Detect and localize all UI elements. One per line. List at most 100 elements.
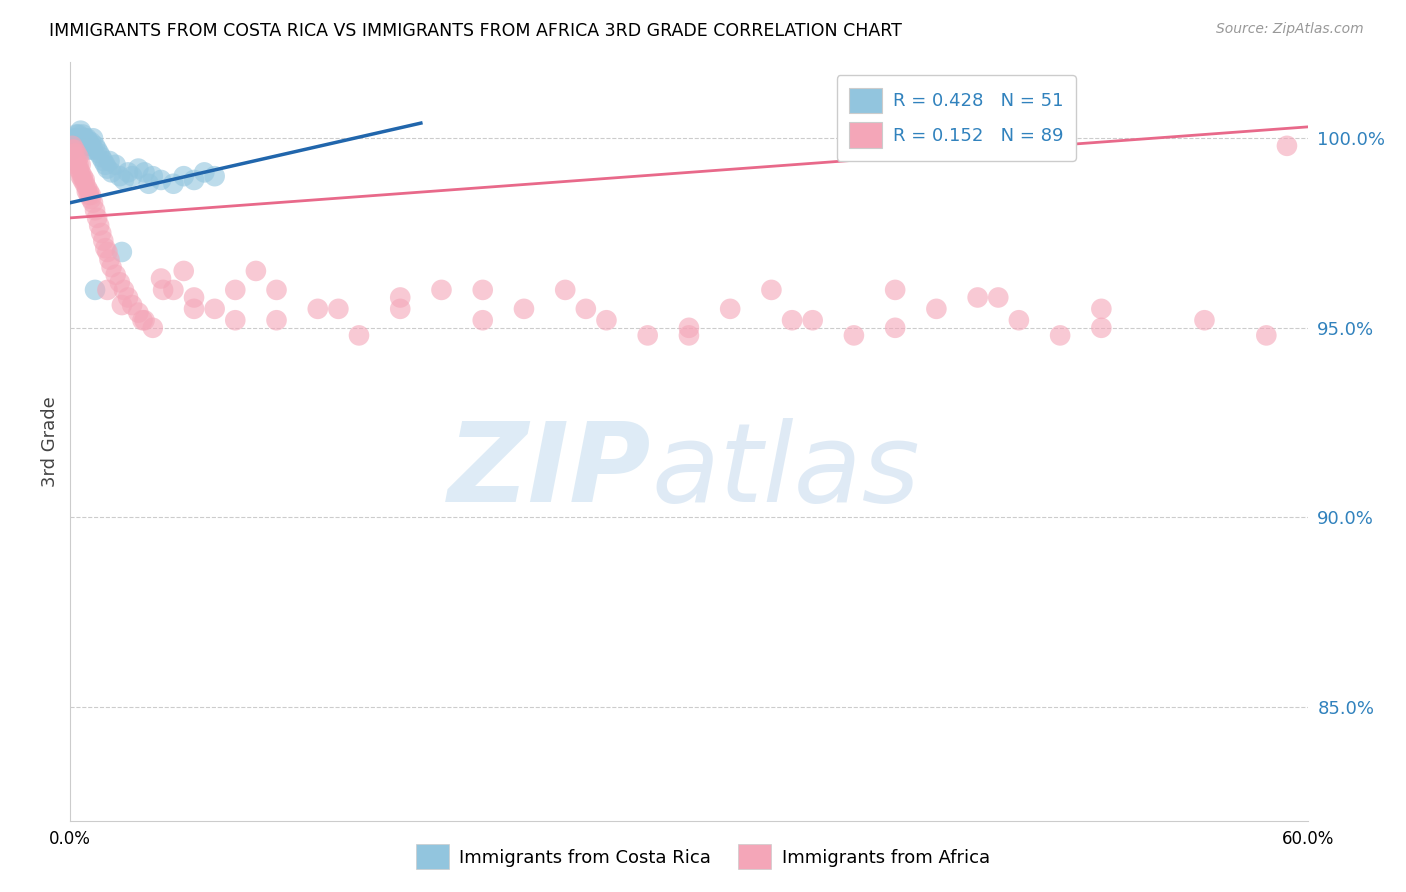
Point: [60, 143, 83, 157]
Point: [91, 234, 114, 248]
Point: [183, 301, 205, 316]
Point: [96, 161, 118, 176]
Point: [90, 150, 112, 164]
Point: [65, 146, 87, 161]
Point: [76, 184, 98, 198]
Point: [389, 301, 412, 316]
Point: [77, 135, 100, 149]
Text: IMMIGRANTS FROM COSTA RICA VS IMMIGRANTS FROM AFRICA 3RD GRADE CORRELATION CHART: IMMIGRANTS FROM COSTA RICA VS IMMIGRANTS…: [49, 22, 903, 40]
Point: [389, 290, 412, 304]
Point: [1090, 320, 1112, 334]
Point: [127, 305, 149, 319]
Point: [173, 264, 195, 278]
Point: [204, 301, 226, 316]
Point: [142, 169, 165, 183]
Point: [94, 158, 117, 172]
Point: [307, 301, 329, 316]
Point: [65, 128, 87, 142]
Point: [63, 138, 86, 153]
Point: [780, 313, 803, 327]
Point: [142, 320, 165, 334]
Point: [108, 275, 131, 289]
Point: [67, 128, 90, 142]
Point: [162, 177, 184, 191]
Point: [63, 131, 86, 145]
Point: [91, 153, 114, 168]
Point: [678, 320, 700, 334]
Point: [595, 313, 617, 327]
Point: [1275, 138, 1298, 153]
Point: [987, 290, 1010, 304]
Point: [89, 146, 111, 161]
Point: [134, 313, 156, 327]
Point: [69, 158, 91, 172]
Point: [111, 244, 134, 259]
Point: [67, 158, 90, 172]
Point: [72, 173, 94, 187]
Point: [1008, 313, 1031, 327]
Text: ZIP: ZIP: [449, 418, 652, 525]
Point: [150, 271, 173, 285]
Point: [76, 131, 98, 145]
Point: [69, 123, 91, 137]
Point: [925, 301, 948, 316]
Point: [63, 146, 86, 161]
Point: [162, 283, 184, 297]
Point: [100, 165, 122, 179]
Point: [98, 153, 121, 168]
Point: [80, 138, 103, 153]
Point: [266, 313, 288, 327]
Point: [94, 241, 117, 255]
Text: atlas: atlas: [652, 418, 921, 525]
Point: [884, 283, 907, 297]
Point: [150, 173, 173, 187]
Point: [72, 138, 94, 153]
Point: [72, 169, 94, 183]
Point: [134, 165, 156, 179]
Point: [86, 143, 108, 157]
Point: [104, 158, 127, 172]
Point: [224, 283, 246, 297]
Point: [121, 169, 143, 183]
Point: [430, 283, 453, 297]
Point: [84, 203, 107, 218]
Point: [86, 211, 108, 225]
Point: [1256, 328, 1278, 343]
Point: [112, 173, 135, 187]
Point: [471, 283, 494, 297]
Point: [96, 283, 118, 297]
Point: [678, 328, 700, 343]
Point: [80, 188, 103, 202]
Point: [73, 131, 96, 145]
Legend: R = 0.428   N = 51, R = 0.152   N = 89: R = 0.428 N = 51, R = 0.152 N = 89: [837, 75, 1076, 161]
Point: [112, 283, 135, 297]
Point: [100, 260, 122, 274]
Point: [224, 313, 246, 327]
Point: [183, 173, 205, 187]
Point: [77, 143, 100, 157]
Point: [60, 138, 83, 153]
Legend: Immigrants from Costa Rica, Immigrants from Africa: Immigrants from Costa Rica, Immigrants f…: [408, 835, 998, 879]
Point: [761, 283, 783, 297]
Point: [90, 226, 112, 240]
Point: [84, 283, 107, 297]
Point: [65, 153, 87, 168]
Point: [1049, 328, 1071, 343]
Point: [966, 290, 988, 304]
Point: [65, 158, 87, 172]
Point: [63, 150, 86, 164]
Point: [73, 135, 96, 149]
Point: [842, 328, 865, 343]
Point: [67, 161, 90, 176]
Point: [96, 244, 118, 259]
Point: [63, 143, 86, 157]
Point: [80, 135, 103, 149]
Y-axis label: 3rd Grade: 3rd Grade: [41, 396, 59, 487]
Point: [121, 298, 143, 312]
Point: [193, 165, 215, 179]
Point: [1194, 313, 1216, 327]
Point: [104, 268, 127, 282]
Point: [82, 131, 104, 145]
Point: [72, 128, 94, 142]
Point: [554, 283, 576, 297]
